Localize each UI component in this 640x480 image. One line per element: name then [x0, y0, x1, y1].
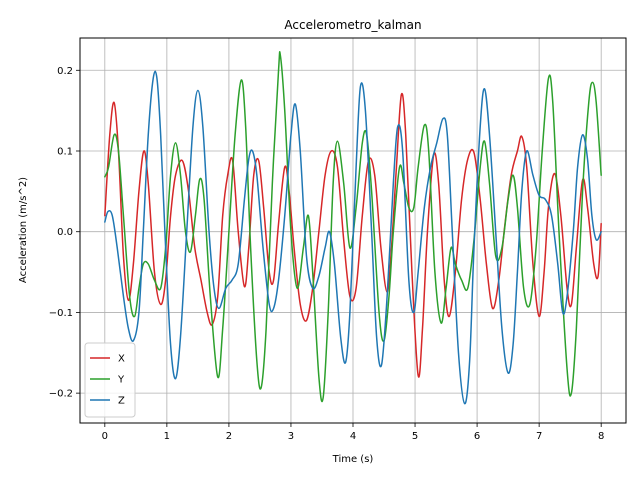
series-lines — [104, 51, 602, 405]
x-tick-label: 1 — [164, 431, 170, 442]
x-tick-label: 3 — [288, 431, 294, 442]
x-tick-label: 4 — [350, 431, 356, 442]
y-axis-label: Acceleration (m/s^2) — [18, 177, 29, 283]
axis-ticks: 0 1 2 3 4 5 6 7 8 −0.2 −0.1 0.0 0.1 0.2 — [49, 66, 605, 442]
y-tick-label: 0.2 — [57, 66, 73, 77]
legend-box — [84, 342, 136, 418]
x-tick-label: 0 — [102, 431, 108, 442]
legend: XYZ — [84, 342, 136, 418]
series-line-y — [104, 51, 602, 403]
x-axis-label: Time (s) — [332, 454, 374, 465]
series-line-x — [104, 92, 602, 378]
y-tick-label: 0.0 — [57, 227, 73, 238]
x-tick-label: 7 — [536, 431, 542, 442]
x-tick-label: 6 — [474, 431, 480, 442]
y-tick-label: −0.1 — [49, 308, 73, 319]
x-tick-label: 8 — [598, 431, 604, 442]
chart-title: Accelerometro_kalman — [284, 18, 421, 32]
x-tick-label: 5 — [412, 431, 418, 442]
y-tick-label: 0.1 — [57, 146, 73, 157]
legend-label-x: X — [118, 354, 125, 365]
series-line-z — [104, 70, 602, 405]
legend-label-z: Z — [118, 396, 125, 407]
y-tick-label: −0.2 — [49, 389, 73, 400]
x-tick-label: 2 — [226, 431, 232, 442]
legend-label-y: Y — [117, 375, 125, 386]
